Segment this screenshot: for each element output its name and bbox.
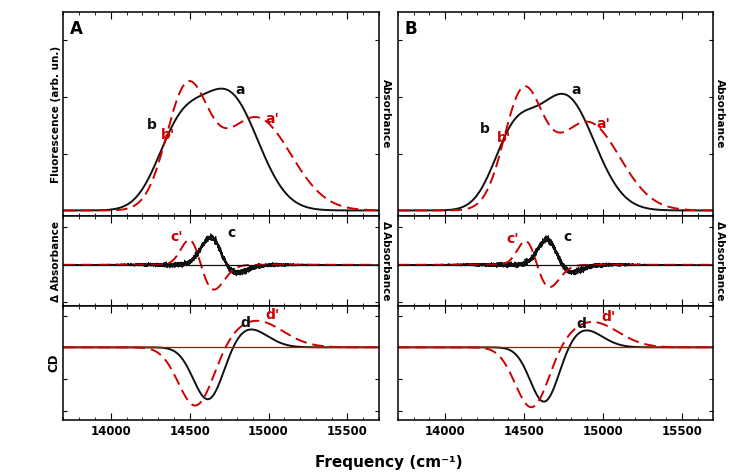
Text: d': d' (265, 308, 279, 323)
Text: d: d (241, 316, 250, 330)
Text: Absorbance: Absorbance (380, 79, 391, 149)
Text: b': b' (161, 128, 176, 142)
Y-axis label: CD: CD (48, 354, 61, 372)
Text: c: c (228, 226, 236, 240)
Text: b: b (147, 118, 157, 132)
Text: d': d' (601, 310, 616, 323)
Text: Absorbance: Absorbance (715, 79, 725, 149)
Y-axis label: Fluorescence (arb. un.): Fluorescence (arb. un.) (51, 46, 61, 182)
Text: a': a' (597, 117, 610, 131)
Text: B: B (404, 20, 417, 38)
Text: c': c' (506, 232, 519, 246)
Text: Δ Absorbance: Δ Absorbance (380, 221, 391, 301)
Text: A: A (69, 20, 83, 38)
Text: a': a' (265, 112, 279, 126)
Text: Frequency (cm⁻¹): Frequency (cm⁻¹) (314, 455, 462, 470)
Text: Δ Absorbance: Δ Absorbance (715, 221, 725, 301)
Text: c: c (563, 229, 571, 244)
Text: c': c' (171, 230, 183, 245)
Text: d: d (576, 317, 586, 331)
Text: a: a (235, 83, 245, 96)
Text: a: a (571, 83, 581, 96)
Text: b': b' (498, 131, 512, 144)
Y-axis label: Δ Absorbance: Δ Absorbance (51, 220, 61, 302)
Text: b: b (480, 122, 490, 136)
